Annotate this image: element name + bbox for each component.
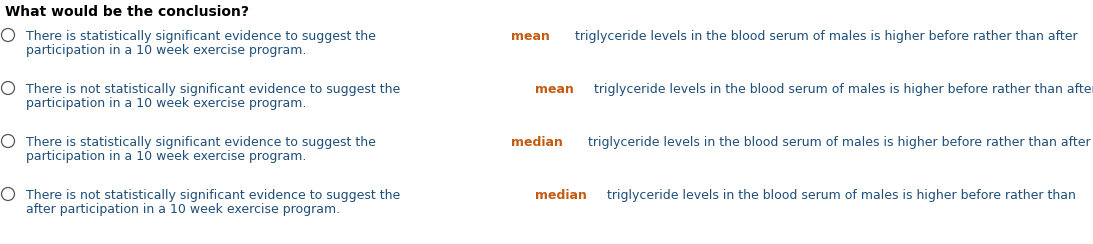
Text: There is not statistically significant evidence to suggest the: There is not statistically significant e… (26, 83, 404, 96)
Text: after participation in a 10 week exercise program.: after participation in a 10 week exercis… (26, 203, 340, 216)
Text: There is not statistically significant evidence to suggest the: There is not statistically significant e… (26, 189, 404, 202)
Text: participation in a 10 week exercise program.: participation in a 10 week exercise prog… (26, 44, 306, 57)
Text: triglyceride levels in the blood serum of males is higher before rather than: triglyceride levels in the blood serum o… (603, 189, 1076, 202)
Text: triglyceride levels in the blood serum of males is higher before rather than aft: triglyceride levels in the blood serum o… (585, 136, 1091, 149)
Text: triglyceride levels in the blood serum of males is higher before rather than aft: triglyceride levels in the blood serum o… (572, 30, 1078, 43)
Text: participation in a 10 week exercise program.: participation in a 10 week exercise prog… (26, 150, 306, 163)
Text: There is statistically significant evidence to suggest the: There is statistically significant evide… (26, 136, 380, 149)
Text: median: median (510, 136, 563, 149)
Text: mean: mean (536, 83, 574, 96)
Text: triglyceride levels in the blood serum of males is higher before rather than aft: triglyceride levels in the blood serum o… (590, 83, 1093, 96)
Text: median: median (536, 189, 587, 202)
Text: mean: mean (510, 30, 550, 43)
Text: participation in a 10 week exercise program.: participation in a 10 week exercise prog… (26, 97, 306, 110)
Text: There is statistically significant evidence to suggest the: There is statistically significant evide… (26, 30, 380, 43)
Text: What would be the conclusion?: What would be the conclusion? (5, 5, 249, 19)
